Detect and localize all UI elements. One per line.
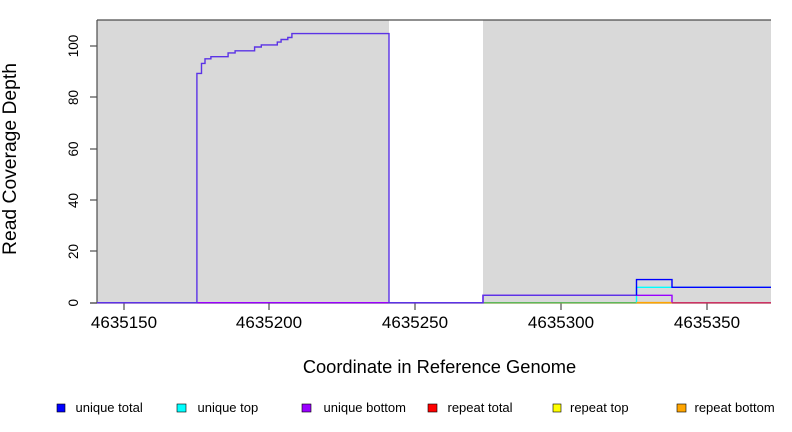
svg-text:unique bottom: unique bottom <box>324 400 406 415</box>
svg-text:40: 40 <box>66 193 81 208</box>
svg-text:unique total: unique total <box>76 400 143 415</box>
svg-text:unique top: unique top <box>198 400 259 415</box>
svg-text:20: 20 <box>66 244 81 259</box>
svg-text:Read Coverage Depth: Read Coverage Depth <box>0 63 21 255</box>
svg-text:80: 80 <box>66 90 81 105</box>
svg-text:60: 60 <box>66 141 81 156</box>
svg-text:4635150: 4635150 <box>91 313 157 332</box>
svg-text:Coordinate in Reference Genome: Coordinate in Reference Genome <box>303 356 576 377</box>
svg-text:4635250: 4635250 <box>382 313 448 332</box>
svg-text:repeat bottom: repeat bottom <box>695 400 775 415</box>
svg-text:repeat total: repeat total <box>448 400 513 415</box>
svg-text:4635300: 4635300 <box>528 313 594 332</box>
svg-text:4635350: 4635350 <box>674 313 740 332</box>
svg-text:100: 100 <box>66 35 81 58</box>
svg-text:4635200: 4635200 <box>236 313 302 332</box>
svg-text:0: 0 <box>66 299 81 307</box>
svg-text:repeat top: repeat top <box>570 400 629 415</box>
